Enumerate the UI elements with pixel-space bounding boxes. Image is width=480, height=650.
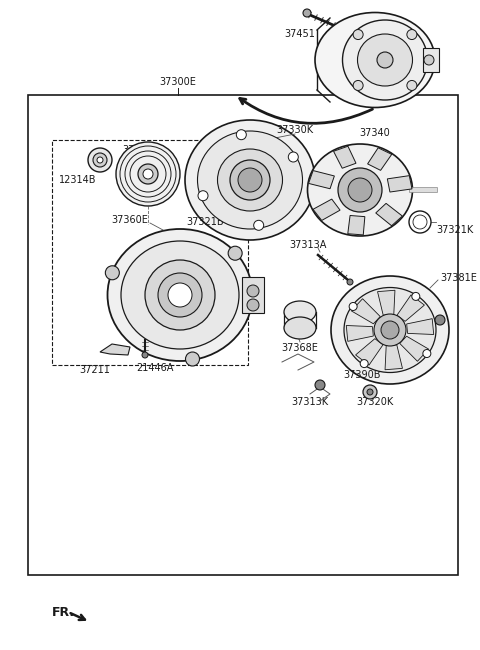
Bar — [28, 95, 458, 575]
Bar — [423, 48, 439, 72]
Circle shape — [303, 9, 311, 17]
Polygon shape — [309, 170, 335, 188]
Bar — [52, 140, 248, 365]
Circle shape — [435, 315, 445, 325]
Ellipse shape — [121, 241, 239, 349]
Circle shape — [230, 160, 270, 200]
Polygon shape — [368, 148, 392, 170]
Circle shape — [360, 359, 368, 368]
Bar — [242, 277, 264, 313]
Text: 37311E: 37311E — [122, 145, 159, 155]
Circle shape — [143, 169, 153, 179]
Text: 37381E: 37381E — [440, 273, 477, 283]
Text: 37451: 37451 — [285, 29, 315, 39]
Text: 37360E: 37360E — [111, 215, 148, 225]
Polygon shape — [387, 176, 412, 192]
Polygon shape — [407, 318, 434, 335]
Polygon shape — [348, 216, 365, 235]
Circle shape — [381, 321, 399, 339]
Circle shape — [116, 142, 180, 206]
Circle shape — [185, 352, 200, 366]
Circle shape — [363, 385, 377, 399]
Circle shape — [247, 285, 259, 297]
Polygon shape — [378, 291, 395, 315]
Text: 37340: 37340 — [360, 128, 390, 138]
Circle shape — [315, 380, 325, 390]
Ellipse shape — [185, 120, 315, 240]
Circle shape — [168, 283, 192, 307]
Circle shape — [236, 130, 246, 140]
Ellipse shape — [343, 20, 428, 100]
Circle shape — [412, 292, 420, 300]
Circle shape — [228, 246, 242, 260]
Polygon shape — [351, 299, 380, 324]
Circle shape — [238, 168, 262, 192]
Polygon shape — [346, 326, 373, 341]
Polygon shape — [356, 339, 383, 365]
Circle shape — [353, 29, 363, 40]
Text: 37211: 37211 — [80, 365, 110, 375]
Circle shape — [374, 314, 406, 346]
Polygon shape — [376, 203, 402, 226]
Circle shape — [198, 190, 208, 201]
Circle shape — [247, 299, 259, 311]
Text: 37321K: 37321K — [436, 225, 473, 235]
Text: 37300E: 37300E — [159, 77, 196, 87]
Circle shape — [158, 273, 202, 317]
Circle shape — [407, 29, 417, 40]
Polygon shape — [313, 199, 340, 220]
Text: 12314B: 12314B — [59, 175, 97, 185]
Text: 37320K: 37320K — [356, 397, 394, 407]
Text: 21446A: 21446A — [136, 363, 174, 373]
Circle shape — [353, 81, 363, 90]
Text: 37321B: 37321B — [186, 217, 224, 227]
Circle shape — [347, 279, 353, 285]
Text: 37313K: 37313K — [291, 397, 329, 407]
Text: 37313A: 37313A — [289, 240, 327, 250]
Ellipse shape — [315, 12, 435, 107]
Text: 37330K: 37330K — [276, 125, 313, 135]
Ellipse shape — [284, 317, 316, 339]
Text: 37368E: 37368E — [282, 343, 318, 353]
Ellipse shape — [344, 287, 436, 372]
Circle shape — [338, 168, 382, 212]
Circle shape — [138, 164, 158, 184]
Text: 37390B: 37390B — [343, 370, 381, 380]
Polygon shape — [397, 295, 424, 321]
Polygon shape — [334, 146, 356, 168]
Circle shape — [105, 266, 120, 280]
Polygon shape — [100, 344, 130, 355]
Circle shape — [377, 52, 393, 68]
Circle shape — [424, 55, 434, 65]
Circle shape — [254, 220, 264, 230]
Ellipse shape — [308, 144, 412, 236]
Polygon shape — [385, 344, 402, 370]
Polygon shape — [400, 336, 429, 361]
Circle shape — [348, 178, 372, 202]
Circle shape — [97, 157, 103, 163]
Ellipse shape — [108, 229, 252, 361]
Ellipse shape — [358, 34, 412, 86]
Circle shape — [288, 152, 298, 162]
Circle shape — [145, 260, 215, 330]
Ellipse shape — [197, 131, 302, 229]
Circle shape — [367, 389, 373, 395]
Circle shape — [423, 350, 431, 358]
Circle shape — [93, 153, 107, 167]
Ellipse shape — [217, 149, 283, 211]
Circle shape — [88, 148, 112, 172]
Circle shape — [349, 302, 357, 311]
Circle shape — [142, 352, 148, 358]
Ellipse shape — [331, 276, 449, 384]
Ellipse shape — [284, 301, 316, 323]
Circle shape — [407, 81, 417, 90]
Text: FR.: FR. — [52, 606, 75, 619]
